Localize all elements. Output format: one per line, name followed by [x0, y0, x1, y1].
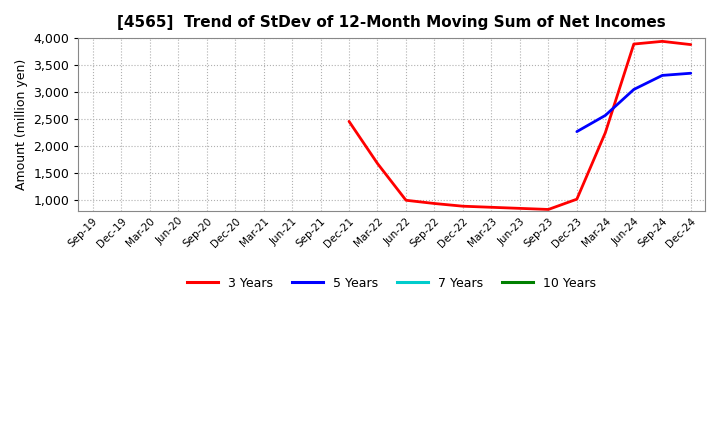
Legend: 3 Years, 5 Years, 7 Years, 10 Years: 3 Years, 5 Years, 7 Years, 10 Years	[182, 272, 601, 295]
Title: [4565]  Trend of StDev of 12-Month Moving Sum of Net Incomes: [4565] Trend of StDev of 12-Month Moving…	[117, 15, 666, 30]
Y-axis label: Amount (million yen): Amount (million yen)	[15, 59, 28, 190]
